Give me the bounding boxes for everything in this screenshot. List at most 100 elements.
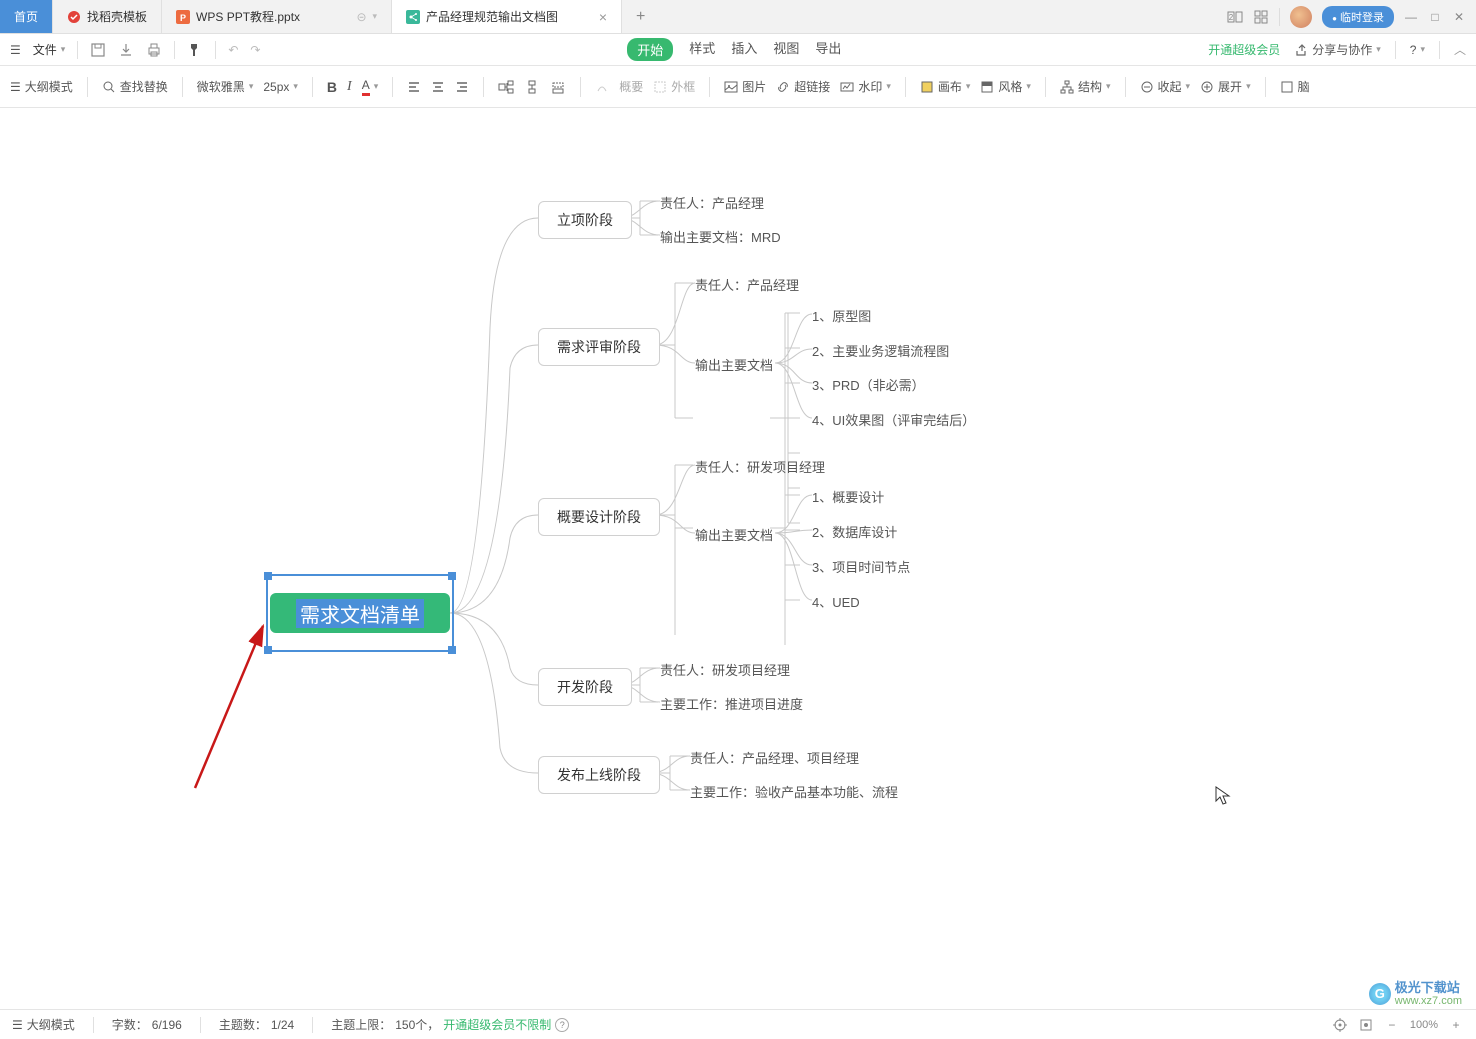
leaf[interactable]: 3、PRD（非必需） xyxy=(812,375,925,394)
menu-insert[interactable]: 插入 xyxy=(731,38,757,61)
zoom-out-icon[interactable]: − xyxy=(1384,1017,1400,1033)
branch-node-3[interactable]: 概要设计阶段 xyxy=(538,498,660,536)
summary-button[interactable]: 概要 xyxy=(619,78,643,95)
format-painter-icon[interactable] xyxy=(187,42,203,58)
dropdown-icon[interactable]: ▾ xyxy=(373,11,378,22)
border-label: 外框 xyxy=(671,78,695,95)
vip-link[interactable]: 开通超级会员 xyxy=(1208,41,1280,58)
image-button[interactable]: 图片 xyxy=(724,78,766,95)
leaf[interactable]: 责任人：产品经理 xyxy=(660,193,764,212)
view-switch-icon[interactable]: 2 xyxy=(1227,9,1243,25)
canvas-button[interactable]: 画布 ▾ xyxy=(920,78,971,95)
separator xyxy=(580,77,581,97)
branch-node-4[interactable]: 开发阶段 xyxy=(538,668,632,706)
leaf[interactable]: 2、主要业务逻辑流程图 xyxy=(812,341,949,360)
help-icon[interactable]: ? xyxy=(555,1018,569,1032)
sibling-topic-button[interactable] xyxy=(524,80,540,94)
leaf[interactable]: 2、数据库设计 xyxy=(812,522,897,541)
status-outline-button[interactable]: ☰ 大纲模式 xyxy=(12,1016,75,1033)
leaf[interactable]: 4、UED xyxy=(812,592,860,611)
expand-button[interactable]: 展开 ▾ xyxy=(1200,78,1251,95)
zoom-level[interactable]: 100% xyxy=(1410,1019,1438,1031)
apps-icon[interactable] xyxy=(1253,9,1269,25)
leaf[interactable]: 3、项目时间节点 xyxy=(812,557,910,576)
separator xyxy=(1265,77,1266,97)
bold-button[interactable]: B xyxy=(327,79,337,95)
fit-icon[interactable] xyxy=(1358,1017,1374,1033)
mindmap-view-button[interactable]: 脑 xyxy=(1280,78,1310,95)
search-icon xyxy=(102,80,116,94)
menu-style[interactable]: 样式 xyxy=(689,38,715,61)
zoom-in-icon[interactable]: + xyxy=(1448,1017,1464,1033)
align-right-button[interactable] xyxy=(455,80,469,94)
branch-node-1[interactable]: 立项阶段 xyxy=(538,201,632,239)
maximize-icon[interactable]: □ xyxy=(1428,10,1442,24)
leaf[interactable]: 1、原型图 xyxy=(812,306,871,325)
leaf[interactable]: 责任人：产品经理 xyxy=(695,275,799,294)
menu-toggle-icon[interactable]: ☰ xyxy=(10,43,21,57)
find-replace-button[interactable]: 查找替换 xyxy=(102,78,168,95)
watermark-button[interactable]: 水印 ▾ xyxy=(840,78,891,95)
leaf[interactable]: 责任人：产品经理、项目经理 xyxy=(690,748,859,767)
file-menu[interactable]: 文件 ▾ xyxy=(33,41,66,58)
relation-button[interactable] xyxy=(595,80,609,94)
tab-new[interactable]: + xyxy=(622,0,659,33)
help-button[interactable]: ? ▾ xyxy=(1410,43,1425,57)
hyperlink-button[interactable]: 超链接 xyxy=(776,78,830,95)
theme-label: 风格 xyxy=(998,78,1022,95)
font-family-select[interactable]: 微软雅黑 ▾ xyxy=(197,78,254,95)
tab-home[interactable]: 首页 xyxy=(0,0,53,33)
leaf[interactable]: 输出主要文档 xyxy=(695,355,773,374)
leaf[interactable]: 输出主要文档 xyxy=(695,525,773,544)
menu-center: 开始 样式 插入 视图 导出 xyxy=(627,38,841,61)
font-size-select[interactable]: 25px ▾ xyxy=(263,80,298,94)
redo-icon[interactable]: ↷ xyxy=(250,43,260,57)
align-center-button[interactable] xyxy=(431,80,445,94)
print-icon[interactable] xyxy=(146,42,162,58)
menu-export[interactable]: 导出 xyxy=(815,38,841,61)
status-words: 字数：6/196 xyxy=(112,1016,182,1033)
structure-button[interactable]: 结构 ▾ xyxy=(1060,78,1111,95)
tab-templates[interactable]: 找稻壳模板 xyxy=(53,0,162,33)
align-left-button[interactable] xyxy=(407,80,421,94)
font-color-button[interactable]: A ▾ xyxy=(362,78,379,96)
floating-topic-button[interactable] xyxy=(550,80,566,94)
tab-close-icon[interactable]: × xyxy=(599,9,607,25)
avatar[interactable] xyxy=(1290,6,1312,28)
canvas[interactable]: 需求文档清单 立项阶段 责任人：产品经理 输出主要文档：MRD 需求评审阶段 责… xyxy=(0,108,1476,1009)
leaf[interactable]: 主要工作：推进项目进度 xyxy=(660,694,803,713)
close-icon[interactable]: ✕ xyxy=(1452,10,1466,24)
status-bar: ☰ 大纲模式 字数：6/196 主题数：1/24 主题上限：150个，开通超级会… xyxy=(0,1009,1476,1039)
cursor-icon xyxy=(1215,786,1231,806)
toolbar: ☰ 大纲模式 查找替换 微软雅黑 ▾ 25px ▾ B I A ▾ 概要 外框 … xyxy=(0,66,1476,108)
download-icon[interactable] xyxy=(118,42,134,58)
theme-button[interactable]: 风格 ▾ xyxy=(980,78,1031,95)
minimize-icon[interactable]: — xyxy=(1404,10,1418,24)
collapse-button[interactable]: 收起 ▾ xyxy=(1140,78,1191,95)
branch-node-2[interactable]: 需求评审阶段 xyxy=(538,328,660,366)
tab-ppt[interactable]: P WPS PPT教程.pptx ⊝ ▾ xyxy=(162,0,392,33)
outline-mode-button[interactable]: ☰ 大纲模式 xyxy=(10,78,73,95)
save-icon[interactable] xyxy=(90,42,106,58)
tab-mindmap[interactable]: 产品经理规范输出文档图 × xyxy=(392,0,622,33)
undo-icon[interactable]: ↶ xyxy=(228,43,238,57)
leaf[interactable]: 1、概要设计 xyxy=(812,487,884,506)
italic-button[interactable]: I xyxy=(347,79,352,95)
leaf[interactable]: 输出主要文档：MRD xyxy=(660,227,781,246)
leaf[interactable]: 4、UI效果图（评审完结后） xyxy=(812,410,975,429)
subtopic-button[interactable] xyxy=(498,80,514,94)
watermark-url: www.xz7.com xyxy=(1395,995,1462,1007)
leaf[interactable]: 责任人：研发项目经理 xyxy=(660,660,790,679)
share-button[interactable]: 分享与协作 ▾ xyxy=(1294,41,1381,58)
leaf[interactable]: 主要工作：验收产品基本功能、流程 xyxy=(690,782,898,801)
menu-start[interactable]: 开始 xyxy=(627,38,673,61)
boundary-button[interactable]: 外框 xyxy=(653,78,695,95)
menu-view[interactable]: 视图 xyxy=(773,38,799,61)
menu-chevron-icon[interactable]: ︿ xyxy=(1454,41,1466,58)
locate-icon[interactable] xyxy=(1332,1017,1348,1033)
branch-node-5[interactable]: 发布上线阶段 xyxy=(538,756,660,794)
separator xyxy=(1045,77,1046,97)
leaf[interactable]: 责任人：研发项目经理 xyxy=(695,457,825,476)
login-button[interactable]: ● 临时登录 xyxy=(1322,6,1394,28)
status-upgrade-link[interactable]: 开通超级会员不限制 xyxy=(443,1016,551,1033)
